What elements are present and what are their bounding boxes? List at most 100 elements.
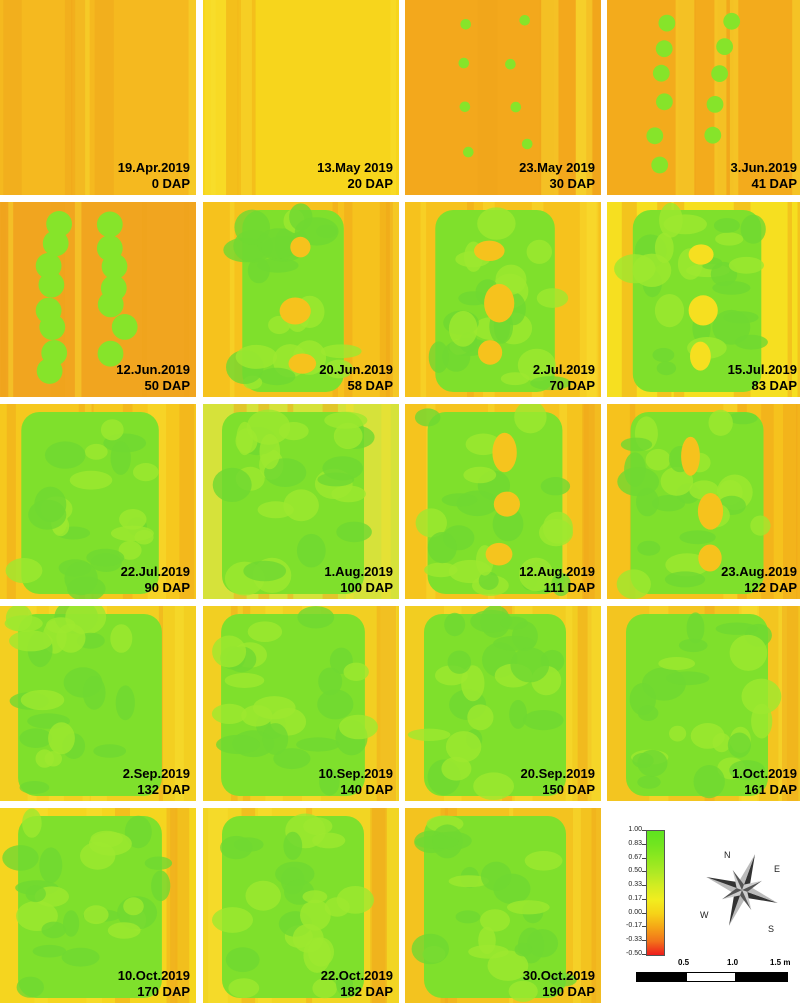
ndvi-colorbar <box>646 830 665 956</box>
panel-label: 2.Jul.2019 70 DAP <box>533 362 595 394</box>
ndvi-image <box>616 404 800 599</box>
colorbar-tick-mark <box>642 954 646 955</box>
ndvi-image <box>204 0 396 195</box>
colorbar-tick-label: 0.33 <box>628 881 642 889</box>
ndvi-image <box>3 0 196 195</box>
colorbar-tick-label: 1.00 <box>628 826 642 833</box>
ndvi-image <box>5 404 195 599</box>
ndvi-panel: 2.Sep.2019 132 DAP <box>0 606 196 801</box>
colorbar-tick-mark <box>642 871 646 873</box>
panel-label: 1.Oct.2019 161 DAP <box>732 766 797 798</box>
panel-label: 30.Oct.2019 190 DAP <box>523 968 595 1000</box>
compass-n-label: N <box>724 850 731 860</box>
colorbar-tick-label: 0.83 <box>628 839 642 847</box>
panel-date: 12.Aug.2019 <box>519 564 595 579</box>
panel-date: 1.Oct.2019 <box>731 766 797 781</box>
panel-date: 23.Aug.2019 <box>721 564 797 579</box>
ndvi-panel: 23.May 2019 30 DAP <box>405 0 601 195</box>
panel-label: 20.Jun.2019 58 DAP <box>319 362 393 394</box>
colorbar-tick-label: 0.67 <box>628 853 642 861</box>
ndvi-panel: 22.Oct.2019 182 DAP <box>203 808 399 1003</box>
compass-e-label: E <box>774 864 780 874</box>
panel-date: 22.Jul.2019 <box>120 564 190 579</box>
panel-date: 19.Apr.2019 <box>117 160 190 175</box>
panel-dap: 122 DAP <box>744 580 797 595</box>
panel-date: 20.Sep.2019 <box>520 766 595 781</box>
panel-dap: 50 DAP <box>144 378 190 393</box>
ndvi-panel: 13.May 2019 20 DAP <box>203 0 399 195</box>
panel-label: 13.May 2019 20 DAP <box>317 160 393 192</box>
ndvi-panel: 3.Jun.2019 41 DAP <box>607 0 800 195</box>
panel-date: 15.Jul.2019 <box>727 362 797 377</box>
colorbar-tick-mark <box>642 912 646 914</box>
ndvi-panel: 1.Aug.2019 100 DAP <box>203 404 399 599</box>
panel-dap: 83 DAP <box>751 378 797 393</box>
panel-date: 10.Sep.2019 <box>318 766 393 781</box>
panel-date: 13.May 2019 <box>317 160 393 175</box>
panel-date: 3.Jun.2019 <box>730 160 798 175</box>
ndvi-image <box>411 808 601 1003</box>
panel-label: 10.Oct.2019 170 DAP <box>118 968 190 1000</box>
panel-dap: 150 DAP <box>542 782 595 797</box>
panel-label: 23.May 2019 30 DAP <box>519 160 595 192</box>
colorbar-tick-mark <box>642 857 646 859</box>
panel-dap: 132 DAP <box>137 782 190 797</box>
panel-date: 20.Jun.2019 <box>319 362 393 377</box>
ndvi-panel: 2.Jul.2019 70 DAP <box>405 202 601 397</box>
panel-dap: 58 DAP <box>347 378 393 393</box>
panel-dap: 70 DAP <box>549 378 595 393</box>
ndvi-panel: 10.Sep.2019 140 DAP <box>203 606 399 801</box>
panel-dap: 41 DAP <box>751 176 797 191</box>
ndvi-panel: 12.Aug.2019 111 DAP <box>405 404 601 599</box>
colorbar-tick-mark <box>642 830 646 831</box>
ndvi-panel: 20.Jun.2019 58 DAP <box>203 202 399 397</box>
ndvi-image <box>223 202 399 397</box>
ndvi-image <box>211 606 397 801</box>
panel-dap: 190 DAP <box>542 984 595 999</box>
panel-label: 12.Aug.2019 111 DAP <box>519 564 595 596</box>
ndvi-image <box>212 404 391 599</box>
compass-rose-icon: N E S W <box>700 850 780 934</box>
panel-date: 10.Oct.2019 <box>117 968 190 983</box>
ndvi-image <box>414 404 601 599</box>
panel-label: 10.Sep.2019 140 DAP <box>319 766 393 798</box>
ndvi-panel: 20.Sep.2019 150 DAP <box>405 606 601 801</box>
panel-date: 2.Jul.2019 <box>532 362 595 377</box>
legend-area: 1.00 0.83 0.67 0.50 0.33 0.17 0.00 -0.17 -0.33 -0… <box>606 808 800 1004</box>
panel-label: 2.Sep.2019 132 DAP <box>123 766 190 798</box>
colorbar-tick-mark <box>642 926 646 928</box>
panel-date: 1.Aug.2019 <box>324 564 393 579</box>
panel-dap: 140 DAP <box>340 782 393 797</box>
ndvi-panel: 15.Jul.2019 83 DAP <box>607 202 800 397</box>
ndvi-image <box>2 808 190 1003</box>
ndvi-panel: 30.Oct.2019 190 DAP <box>405 808 601 1003</box>
colorbar-tick-label: -0.50 <box>626 950 642 957</box>
panel-dap: 182 DAP <box>340 984 393 999</box>
scale-label-1-0: 1.0 <box>727 958 739 967</box>
panel-date: 2.Sep.2019 <box>122 766 190 781</box>
panel-date: 12.Jun.2019 <box>116 362 190 377</box>
ndvi-image <box>626 606 799 801</box>
ndvi-panel: 23.Aug.2019 122 DAP <box>607 404 800 599</box>
colorbar-tick-mark <box>642 940 646 942</box>
panel-dap: 0 DAP <box>151 176 190 191</box>
panel-label: 20.Sep.2019 150 DAP <box>521 766 595 798</box>
panel-label: 22.Oct.2019 182 DAP <box>321 968 393 1000</box>
scale-label-0-5: 0.5 <box>678 958 690 967</box>
panel-date: 23.May 2019 <box>519 160 595 175</box>
colorbar-tick-mark <box>642 843 646 845</box>
compass-w-label: W <box>700 910 709 920</box>
ndvi-image <box>208 808 387 1003</box>
scale-bar <box>636 972 788 982</box>
panel-label: 3.Jun.2019 41 DAP <box>731 160 798 192</box>
colorbar-tick-mark <box>642 898 646 900</box>
panel-label: 15.Jul.2019 83 DAP <box>728 362 797 394</box>
ndvi-panel: 19.Apr.2019 0 DAP <box>0 0 196 195</box>
ndvi-image <box>614 202 800 397</box>
panel-label: 22.Jul.2019 90 DAP <box>121 564 190 596</box>
ndvi-panel: 22.Jul.2019 90 DAP <box>0 404 196 599</box>
panel-label: 1.Aug.2019 100 DAP <box>324 564 393 596</box>
colorbar-tick-label: 0.17 <box>628 894 642 902</box>
panel-dap: 111 DAP <box>543 580 595 595</box>
